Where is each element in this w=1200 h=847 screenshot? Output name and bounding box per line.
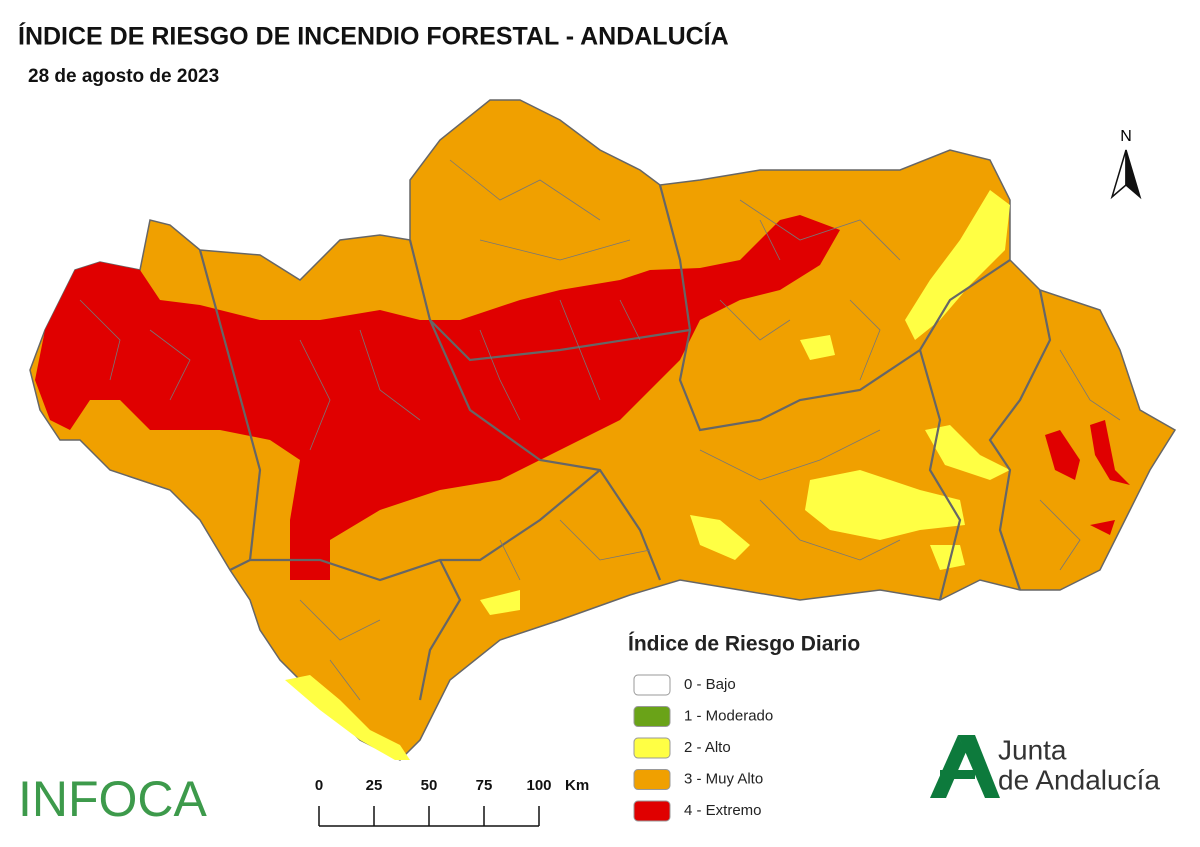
title: ÍNDICE DE RIESGO DE INCENDIO FORESTAL - … [18, 22, 729, 51]
north-arrow [1125, 149, 1142, 200]
junta-line1: Junta [998, 734, 1067, 765]
legend-label: 0 - Bajo [684, 676, 736, 693]
north-arrow [1110, 149, 1127, 200]
legend-swatch [633, 769, 671, 790]
legend-swatch [633, 706, 671, 727]
legend-label: 3 - Muy Alto [684, 770, 763, 787]
region-extremo [35, 215, 840, 580]
legend-swatch [633, 737, 671, 759]
junta-line2: de Andalucía [998, 764, 1160, 795]
municipal-border [79, 159, 1121, 701]
scale-label: 25 [366, 777, 383, 794]
legend-label: 2 - Alto [684, 739, 731, 756]
scale-label: 0 [315, 777, 323, 794]
province-border [918, 349, 962, 601]
region-alto [905, 190, 1010, 340]
region-alto [805, 470, 965, 540]
region-alto [800, 335, 835, 360]
legend: 0 - Bajo 1 - Moderado 2 - Alto 3 - Muy Alto… [633, 674, 773, 822]
region-extremo [1090, 420, 1130, 485]
legend-swatch [633, 800, 671, 822]
scale-bar: 0 25 50 75 100 Km [315, 777, 589, 827]
region-alto [285, 675, 410, 760]
region-extremo [1045, 430, 1080, 480]
region-muy-alto [29, 99, 1177, 761]
region-alto [690, 515, 750, 560]
scale-label: 50 [421, 777, 438, 794]
date: 28 de agosto de 2023 [28, 66, 219, 87]
province-border [198, 249, 262, 571]
legend-title: Índice de Riesgo Diario [628, 633, 860, 656]
north-label: N [1120, 128, 1132, 145]
province-border [988, 289, 1052, 591]
scale-label: 100 [526, 777, 551, 794]
legend-label: 4 - Extremo [684, 802, 762, 819]
legend-swatch [633, 674, 671, 696]
province-border [429, 319, 691, 362]
region-alto [480, 590, 520, 615]
region-alto [930, 545, 965, 570]
scale-label: 75 [476, 777, 493, 794]
infoca-logo: INFOCA [18, 771, 208, 827]
junta-logo-mark [930, 735, 1000, 798]
region-extremo [1090, 520, 1115, 535]
province-border [418, 559, 462, 701]
legend-label: 1 - Moderado [684, 707, 773, 724]
province-border [658, 184, 1011, 432]
region-alto [925, 425, 1010, 480]
scale-unit: Km [565, 777, 589, 794]
